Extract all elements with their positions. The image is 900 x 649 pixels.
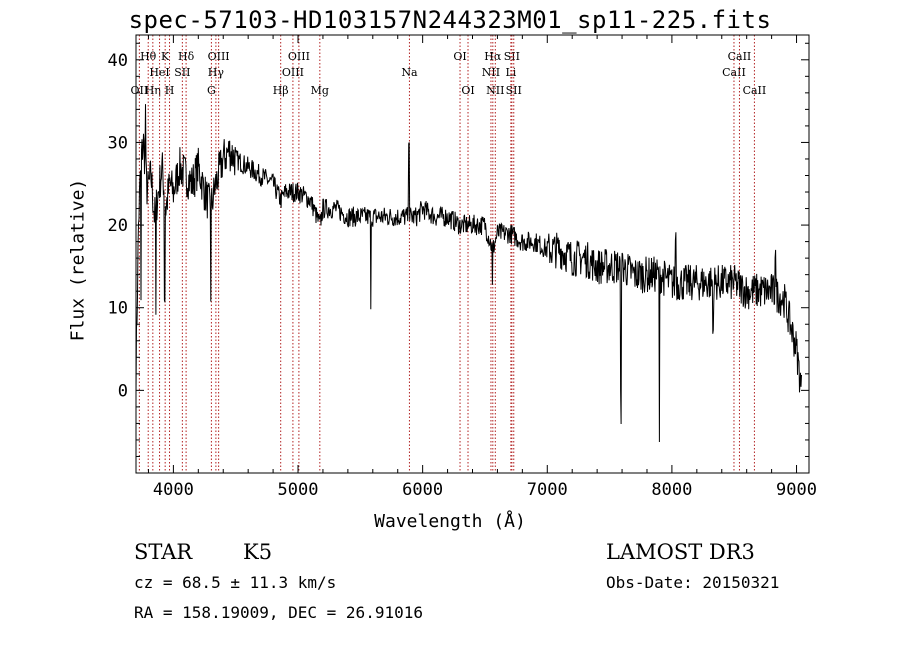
spectral-line-label: CaII	[728, 50, 752, 63]
spectral-line-label: SII	[174, 66, 190, 79]
x-tick-label: 6000	[402, 480, 443, 500]
spectral-line-label: OIII	[208, 50, 230, 63]
spectral-line-label: SII	[506, 84, 522, 97]
y-tick-label: 20	[108, 216, 128, 236]
object-class: STAR	[134, 540, 193, 564]
spectral-line-label: Hθ	[140, 50, 157, 63]
object-subclass: K5	[243, 540, 273, 564]
spectral-line-label: OII	[131, 84, 149, 97]
spectral-line-label: H	[165, 84, 175, 97]
spectral-line-label: SII	[504, 50, 520, 63]
y-axis-label: Flux (relative)	[67, 178, 89, 342]
x-axis-label: Wavelength (Å)	[374, 511, 526, 532]
spectral-line-label: Li	[505, 66, 516, 79]
spectral-line-label: CaII	[743, 84, 767, 97]
spectral-line-label: Hδ	[178, 50, 195, 63]
y-tick-label: 40	[108, 51, 128, 71]
spectral-line-label: Hβ	[273, 84, 289, 97]
x-tick-label: 5000	[278, 480, 319, 500]
x-tick-label: 7000	[527, 480, 568, 500]
spectral-line-label: OIII	[282, 66, 304, 79]
spectral-line-label: G	[207, 84, 216, 97]
spectral-line-label: Hγ	[208, 66, 225, 79]
x-tick-label: 9000	[776, 480, 817, 500]
spectral-line-label: OI	[453, 50, 466, 63]
chart-title: spec-57103-HD103157N244323M01_sp11-225.f…	[128, 6, 772, 34]
ra-dec-coordinates: RA = 158.19009, DEC = 26.91016	[134, 603, 423, 622]
spectral-line-label: HeI	[149, 66, 169, 79]
spectral-line-label: Hα	[484, 50, 502, 63]
survey-name: LAMOST DR3	[606, 540, 755, 564]
spectral-line-label: NII	[482, 66, 500, 79]
spectral-line-label: K	[161, 50, 170, 63]
spectrum-line	[135, 104, 802, 443]
spectral-line-label: Na	[401, 66, 418, 79]
observation-date: Obs-Date: 20150321	[606, 573, 780, 592]
y-tick-label: 30	[108, 133, 128, 153]
spectral-line-label: OIII	[288, 50, 310, 63]
x-tick-label: 4000	[153, 480, 194, 500]
x-tick-label: 8000	[651, 480, 692, 500]
plot-frame	[135, 34, 810, 474]
spectral-line-label: OI	[461, 84, 474, 97]
spectral-line-label: Mg	[311, 84, 329, 97]
spectral-line-label: Hη	[145, 84, 161, 97]
redshift-velocity: cz = 68.5 ± 11.3 km/s	[134, 573, 337, 592]
y-tick-label: 10	[108, 299, 128, 319]
y-tick-label: 0	[118, 381, 128, 401]
spectral-line-label: NII	[486, 84, 504, 97]
spectral-line-label: CaII	[722, 66, 746, 79]
